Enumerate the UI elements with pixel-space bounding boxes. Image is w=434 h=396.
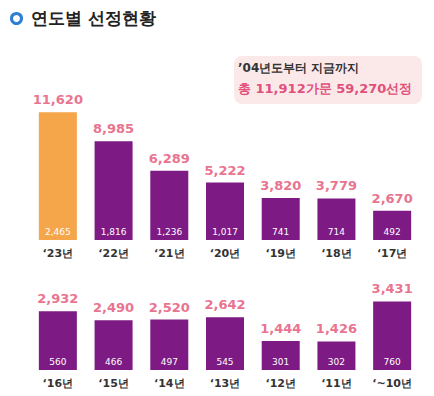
svg-text:3,431: 3,431 [372,281,413,296]
svg-text:‘11년: ‘11년 [321,377,352,390]
svg-text:11,620: 11,620 [33,92,83,107]
svg-text:5,222: 5,222 [204,163,245,178]
svg-text:‘23년: ‘23년 [43,247,74,260]
svg-text:‘12년: ‘12년 [265,377,296,390]
svg-text:1,816: 1,816 [101,227,127,237]
svg-text:2,520: 2,520 [149,300,190,315]
svg-text:‘22년: ‘22년 [98,247,129,260]
svg-text:1,444: 1,444 [260,321,301,336]
svg-text:497: 497 [161,357,178,367]
svg-text:‘17년: ‘17년 [377,247,408,260]
svg-text:‘14년: ‘14년 [154,377,185,390]
svg-text:2,670: 2,670 [372,191,413,206]
svg-text:’04년도부터 지금까지: ’04년도부터 지금까지 [238,61,359,75]
svg-text:연도별 선정현황: 연도별 선정현황 [31,8,156,28]
svg-text:714: 714 [328,227,345,237]
svg-text:3,779: 3,779 [316,178,357,193]
svg-text:‘19년: ‘19년 [265,247,296,260]
svg-text:545: 545 [216,357,233,367]
svg-text:총 11,912가문 59,270선정: 총 11,912가문 59,270선정 [238,81,412,96]
svg-text:741: 741 [272,227,289,237]
svg-text:‘~10년: ‘~10년 [372,377,412,390]
svg-text:2,490: 2,490 [93,300,134,315]
svg-text:466: 466 [105,357,122,367]
svg-text:‘16년: ‘16년 [43,377,74,390]
svg-text:492: 492 [384,227,401,237]
svg-text:6,289: 6,289 [149,151,190,166]
svg-text:302: 302 [328,357,345,367]
svg-text:301: 301 [272,357,289,367]
svg-text:760: 760 [384,357,401,367]
svg-text:2,465: 2,465 [45,227,71,237]
svg-text:1,236: 1,236 [156,227,182,237]
svg-text:‘13년: ‘13년 [210,377,241,390]
svg-text:1,017: 1,017 [212,227,238,237]
svg-text:8,985: 8,985 [93,121,134,136]
svg-text:2,642: 2,642 [204,297,245,312]
svg-text:560: 560 [49,357,66,367]
svg-text:‘18년: ‘18년 [321,247,352,260]
svg-text:2,932: 2,932 [37,291,78,306]
svg-text:‘20년: ‘20년 [210,247,241,260]
svg-text:1,426: 1,426 [316,321,357,336]
svg-text:3,820: 3,820 [260,178,301,193]
svg-text:‘15년: ‘15년 [98,377,129,390]
svg-text:‘21년: ‘21년 [154,247,185,260]
